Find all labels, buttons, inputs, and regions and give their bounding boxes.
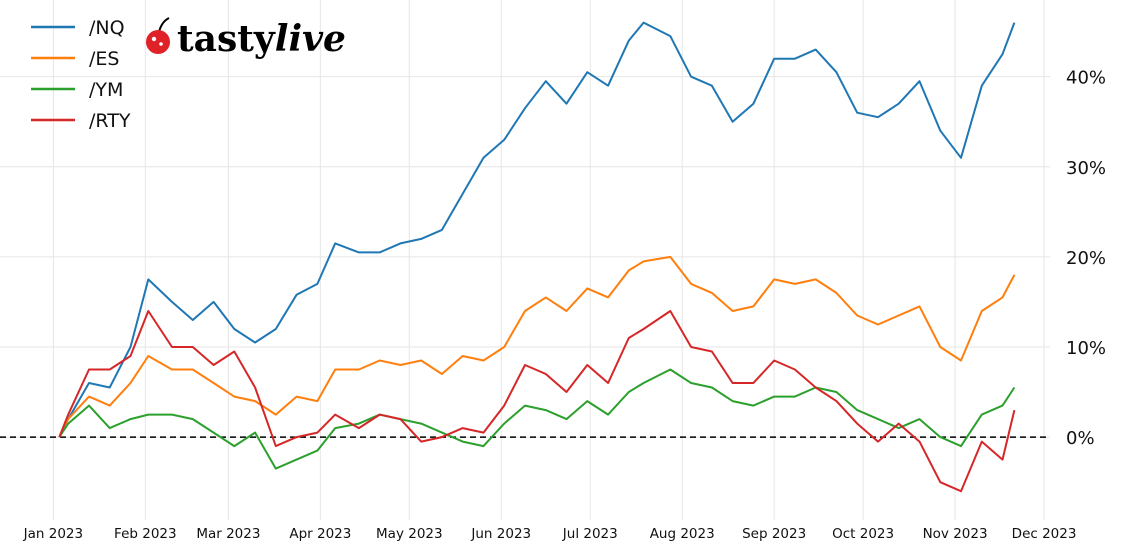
logo-text: tastylive (177, 18, 346, 60)
y-tick-label: 40% (1066, 68, 1106, 89)
legend-label: /YM (89, 79, 123, 101)
x-tick-label: Apr 2023 (289, 526, 351, 542)
x-tick-label: May 2023 (376, 526, 443, 542)
y-tick-label: 30% (1066, 158, 1106, 179)
x-tick-label: Dec 2023 (1012, 526, 1077, 542)
y-tick-label: 0% (1066, 428, 1095, 449)
x-tick-label: Oct 2023 (832, 526, 894, 542)
series-group (58, 21, 1016, 493)
x-axis: Jan 2023 Feb 2023 Mar 2023 Apr 2023 May 2023… (23, 526, 1077, 542)
cherry-icon (146, 17, 170, 54)
x-tick-label: Mar 2023 (196, 526, 260, 542)
x-tick-label: Jun 2023 (470, 526, 531, 542)
y-tick-label: 20% (1066, 248, 1106, 269)
series-line-nq (58, 21, 1016, 438)
series-line-es (58, 255, 1016, 438)
x-tick-label: Jan 2023 (23, 526, 83, 542)
y-tick-label: 10% (1066, 338, 1106, 359)
x-tick-label: Feb 2023 (114, 526, 177, 542)
x-tick-label: Sep 2023 (742, 526, 806, 542)
legend-label: /RTY (89, 110, 131, 132)
series-line-rty (58, 310, 1016, 493)
y-axis: 0% 10% 20% 30% 40% (1066, 68, 1106, 449)
series-line-ym (58, 368, 1016, 470)
logo: tastylive (146, 17, 346, 60)
x-tick-label: Aug 2023 (650, 526, 715, 542)
legend-label: /ES (89, 48, 119, 70)
x-tick-label: Nov 2023 (923, 526, 988, 542)
legend: /NQ/ES/YM/RTY (31, 17, 131, 132)
legend-label: /NQ (89, 17, 125, 39)
x-tick-label: Jul 2023 (562, 526, 618, 542)
grid (0, 0, 1050, 520)
